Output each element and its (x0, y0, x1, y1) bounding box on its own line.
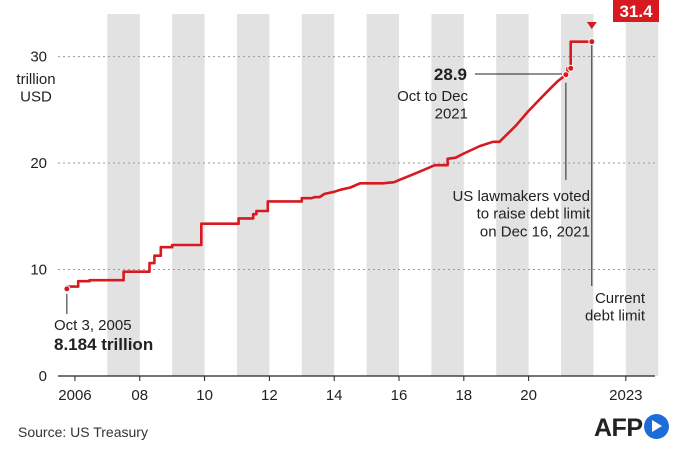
debt-chart: 0 10 20 30 trillion USD 2006 08 10 12 14 16 18 20 2023… (16, 0, 659, 404)
data-point (567, 64, 575, 72)
x-tick-label: 2006 (58, 387, 91, 404)
x-tick-label: 2023 (609, 387, 642, 404)
data-point (63, 285, 71, 293)
afp-logo: AFP (594, 412, 669, 442)
x-tick-label: 08 (131, 387, 148, 404)
limit-value-pointer (586, 22, 597, 29)
peak-value-label: 28.9 (434, 65, 467, 84)
x-tick-label: 18 (455, 387, 472, 404)
x-tick-label: 14 (326, 387, 343, 404)
limit-value-box (613, 0, 659, 22)
y-tick-label: 20 (30, 155, 47, 172)
y-tick-label: 0 (39, 368, 47, 385)
source-note: Source: US Treasury (18, 424, 148, 440)
year-band (107, 14, 140, 376)
x-tick-label: 10 (196, 387, 213, 404)
x-tick-label: 12 (261, 387, 278, 404)
y-axis-label: trillion USD (16, 71, 55, 106)
year-band (431, 14, 464, 376)
year-band (172, 14, 205, 376)
start-value-label: 8.184 trillion (54, 335, 153, 354)
limit-note-label: Current debt limit (585, 290, 646, 325)
start-date-label: Oct 3, 2005 (54, 317, 132, 334)
year-band (301, 14, 335, 376)
afp-logo-text: AFP (594, 414, 643, 442)
data-point (588, 38, 596, 46)
year-band (236, 14, 270, 376)
year-band (366, 14, 400, 376)
afp-logo-icon (644, 414, 669, 439)
peak-period-label: Oct to Dec 2021 (397, 88, 468, 123)
vote-note-label: US lawmakers voted to raise debt limit on … (452, 188, 590, 240)
limit-value-label: 31.4 (619, 2, 653, 21)
y-tick-label: 30 (30, 49, 47, 66)
debt-series-line (65, 40, 592, 289)
x-tick-label: 20 (520, 387, 537, 404)
y-tick-label: 10 (30, 262, 47, 279)
x-tick-label: 16 (391, 387, 408, 404)
year-band (625, 14, 659, 376)
data-point (562, 71, 570, 79)
